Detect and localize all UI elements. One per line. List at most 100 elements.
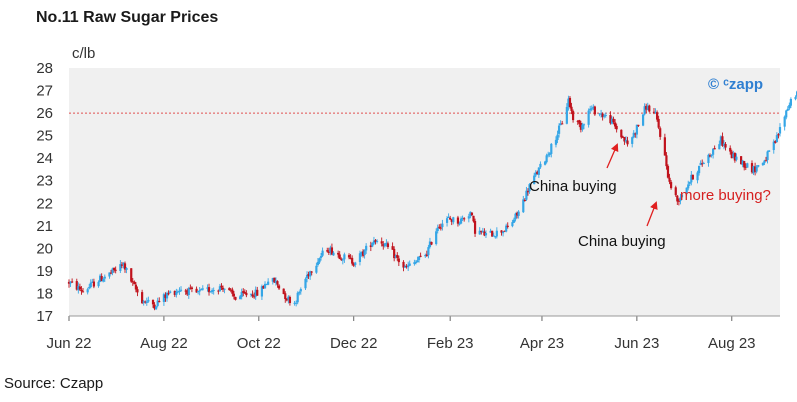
candle-body	[332, 252, 335, 256]
candle-body	[623, 137, 626, 142]
candle-body	[567, 98, 570, 107]
candle-body	[512, 219, 516, 223]
candle-body	[340, 258, 343, 260]
candle-body	[537, 167, 540, 175]
candle-body	[131, 281, 134, 283]
candle-body	[221, 287, 225, 290]
x-tick-label: Oct 22	[237, 335, 281, 352]
candle-body	[545, 155, 548, 163]
candle-body	[469, 211, 472, 217]
candle-body	[777, 134, 780, 136]
candle-body	[393, 248, 396, 259]
candle-body	[766, 151, 769, 161]
candle-body	[534, 172, 537, 176]
candle-body	[316, 261, 320, 266]
candle-body	[578, 120, 581, 124]
candle-body	[307, 274, 310, 277]
candle-body	[365, 245, 368, 251]
candle-body	[162, 294, 166, 302]
candle-body	[565, 106, 568, 124]
candle-body	[657, 118, 660, 128]
candle-body	[234, 296, 237, 300]
candle-body	[438, 226, 441, 228]
candle-body	[645, 105, 648, 110]
candle-body	[217, 290, 220, 292]
y-tick-label: 19	[36, 263, 53, 280]
y-axis: 17 18 19 20 21 22 23 24 25 26 27 28	[36, 60, 53, 325]
annotation-arrow	[646, 201, 658, 227]
candle-body	[265, 284, 268, 286]
candle-body	[209, 291, 212, 293]
candle-body	[511, 222, 514, 227]
candle-body	[685, 187, 688, 194]
candle-body	[506, 225, 509, 227]
candle-body	[481, 230, 484, 233]
candle-body	[414, 261, 418, 263]
candle-body	[548, 153, 551, 156]
candle-body	[641, 114, 645, 126]
candle-body	[69, 281, 72, 284]
candle-body	[136, 289, 139, 293]
candle-body	[358, 253, 362, 262]
candle-body	[397, 258, 400, 263]
annotation-label: China buying	[529, 178, 617, 195]
candle-body	[374, 240, 377, 242]
candle-body	[634, 133, 637, 135]
candle-body	[218, 286, 222, 292]
candle-body	[173, 290, 176, 295]
candle-body	[256, 289, 259, 296]
candle-body	[81, 291, 85, 293]
candle-body	[99, 275, 102, 283]
candle-body	[710, 154, 713, 156]
y-tick-label: 27	[36, 83, 53, 100]
candle-body	[391, 246, 394, 250]
candle-body	[515, 212, 519, 216]
chart-title: No.11 Raw Sugar Prices	[36, 9, 219, 26]
candle-body	[556, 134, 559, 141]
candle-body	[785, 110, 788, 118]
candle-body	[197, 291, 200, 293]
x-tick-label: Aug 23	[708, 335, 756, 352]
candle-body	[198, 290, 201, 292]
candle-body	[243, 291, 246, 294]
candle-body	[158, 301, 161, 303]
candle-body	[122, 262, 125, 265]
candle-body	[321, 250, 324, 256]
candle-body	[220, 285, 223, 288]
candle-body	[109, 272, 113, 274]
candle-body	[189, 287, 192, 289]
candle-body	[676, 195, 679, 202]
candle-body	[179, 289, 183, 291]
y-tick-label: 23	[36, 173, 53, 190]
candle-body	[338, 254, 341, 260]
candle-body	[533, 175, 536, 185]
candle-body	[505, 225, 508, 232]
candle-body	[450, 219, 453, 222]
candle-body	[125, 268, 128, 270]
candle-body	[674, 187, 677, 196]
candle-body	[88, 286, 91, 289]
candle-body	[721, 136, 724, 146]
candle-body	[701, 163, 704, 165]
candle-body	[599, 113, 603, 115]
candle-body	[598, 113, 601, 115]
candle-body	[663, 137, 666, 156]
candle-body	[764, 160, 768, 162]
candle-body	[276, 281, 279, 285]
candle-body	[176, 291, 180, 293]
candle-body	[467, 216, 470, 219]
candle-body	[405, 265, 408, 267]
candle-body	[615, 125, 618, 130]
candle-body	[459, 218, 463, 224]
candle-body	[239, 296, 242, 300]
candle-body	[175, 291, 178, 295]
candle-body	[690, 174, 693, 183]
candle-body	[523, 199, 526, 201]
candle-body	[439, 227, 442, 229]
candle-body	[593, 106, 596, 115]
candle-body	[528, 184, 531, 192]
candle-body	[550, 143, 553, 154]
candle-body	[428, 241, 432, 248]
candle-body	[517, 211, 520, 216]
